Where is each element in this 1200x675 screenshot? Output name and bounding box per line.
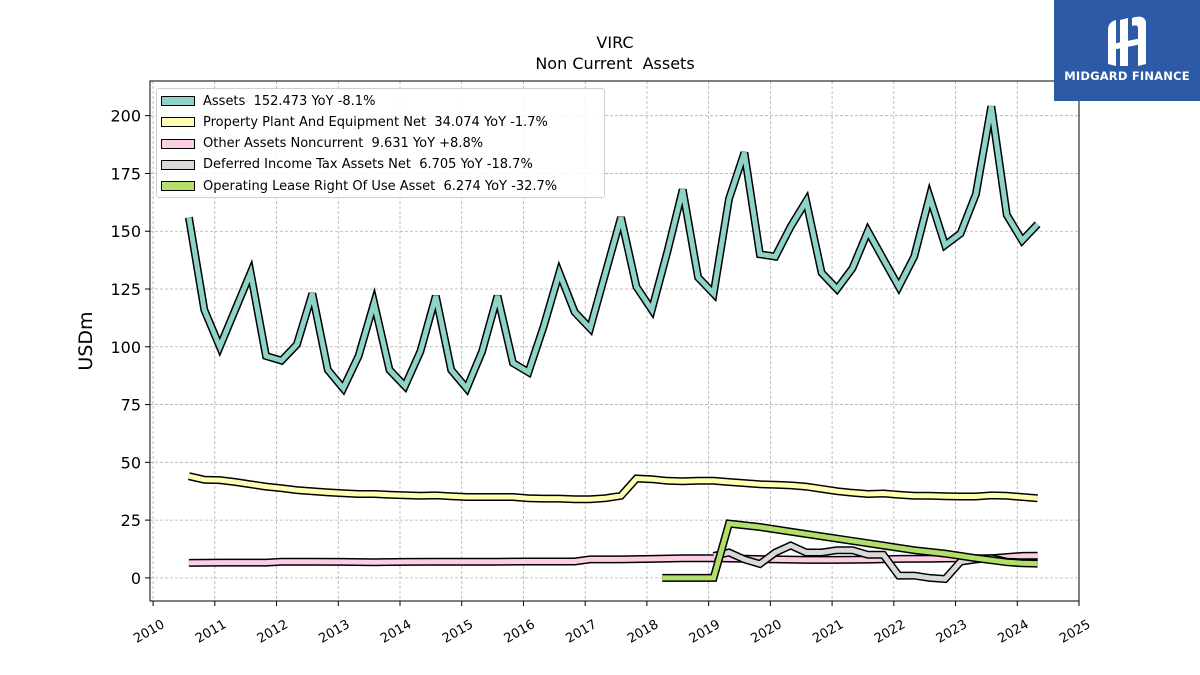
x-tick-label: 2016 xyxy=(502,617,538,647)
legend-item: Operating Lease Right Of Use Asset 6.274… xyxy=(161,176,557,196)
chart-title-block: VIRC Non Current Assets xyxy=(450,32,780,74)
legend-swatch xyxy=(161,138,195,149)
x-tick-label: 2022 xyxy=(872,617,908,647)
x-tick-label: 2014 xyxy=(378,617,414,647)
legend-label: Other Assets Noncurrent 9.631 YoY +8.8% xyxy=(203,136,484,152)
legend-item: Assets 152.473 YoY -8.1% xyxy=(161,91,375,111)
legend-label: Deferred Income Tax Assets Net 6.705 YoY… xyxy=(203,157,533,173)
y-tick-label: 50 xyxy=(121,453,141,472)
x-tick-label: 2025 xyxy=(1057,617,1093,647)
chart-title: VIRC xyxy=(596,33,634,52)
y-tick-label: 175 xyxy=(110,164,141,183)
legend-item: Other Assets Noncurrent 9.631 YoY +8.8% xyxy=(161,134,483,154)
legend-label: Property Plant And Equipment Net 34.074 … xyxy=(203,114,548,130)
legend-swatch xyxy=(161,96,195,106)
legend-swatch xyxy=(161,159,195,170)
series-line-4 xyxy=(662,520,1038,581)
y-tick-label: 125 xyxy=(110,280,141,299)
x-tick-label: 2017 xyxy=(563,617,599,647)
legend-item: Deferred Income Tax Assets Net 6.705 YoY… xyxy=(161,155,533,175)
legend-swatch xyxy=(161,181,195,192)
y-axis-label: USDm xyxy=(75,311,97,370)
brand-logo: MIDGARD FINANCE xyxy=(1054,0,1200,101)
x-tick-label: 2024 xyxy=(995,617,1031,647)
x-tick-label: 2012 xyxy=(255,617,291,647)
x-tick-label: 2020 xyxy=(749,617,785,647)
y-tick-label: 25 xyxy=(121,511,141,530)
x-tick-label: 2018 xyxy=(625,617,661,647)
x-tick-label: 2011 xyxy=(193,617,229,647)
x-tick-label: 2019 xyxy=(687,617,723,647)
y-tick-label: 0 xyxy=(131,569,141,588)
x-tick-label: 2013 xyxy=(316,617,352,647)
y-tick-label: 150 xyxy=(110,222,141,241)
legend-item: Property Plant And Equipment Net 34.074 … xyxy=(161,112,548,132)
series-line-2 xyxy=(188,553,1038,566)
y-tick-label: 100 xyxy=(110,338,141,357)
x-tick-label: 2015 xyxy=(440,617,476,647)
brand-name: MIDGARD FINANCE xyxy=(1064,69,1190,83)
legend-label: Assets 152.473 YoY -8.1% xyxy=(203,93,376,109)
series-line-1 xyxy=(188,473,1038,502)
plot-frame xyxy=(149,80,1080,602)
series-layer xyxy=(184,105,1041,584)
x-tick-label: 2021 xyxy=(810,617,846,647)
midgard-logo-icon xyxy=(1108,16,1146,66)
legend-swatch xyxy=(161,117,195,128)
y-tick-label: 200 xyxy=(110,107,141,126)
chart-subtitle: Non Current Assets xyxy=(535,54,695,73)
series-line-0 xyxy=(186,105,1040,394)
legend: Assets 152.473 YoY -8.1% Property Plant A… xyxy=(156,88,605,198)
y-tick-label: 75 xyxy=(121,396,141,415)
x-tick-label: 2010 xyxy=(131,617,167,647)
x-tick-label: 2023 xyxy=(934,617,970,647)
legend-label: Operating Lease Right Of Use Asset 6.274… xyxy=(203,178,558,194)
